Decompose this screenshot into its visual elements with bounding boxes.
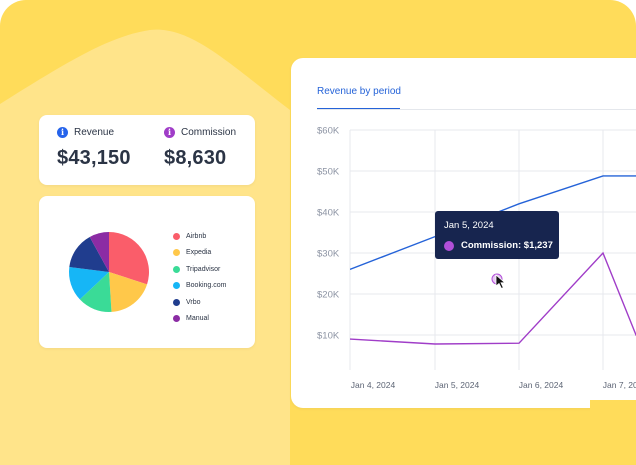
channel-pie-chart [69, 232, 149, 312]
x-tick-label: Jan 6, 2024 [519, 380, 564, 390]
legend-label: Tripadvisor [186, 265, 221, 273]
x-tick-label: Jan 7, 2024 [603, 380, 636, 390]
commission-label: Commission [181, 127, 237, 138]
stats-card: i Revenue $43,150 i Commission $8,630 [39, 115, 255, 185]
legend-dot-icon [173, 282, 180, 290]
y-tick-label: $40K [317, 208, 340, 219]
y-tick-label: $30K [317, 249, 340, 260]
tab-divider [317, 109, 636, 110]
info-icon: i [57, 127, 68, 138]
pie-slice-manual[interactable] [89, 232, 109, 272]
pie-slice-airbnb[interactable] [109, 232, 149, 285]
legend-item: Airbnb [173, 228, 226, 245]
commission-stat: i Commission $8,630 [164, 127, 236, 170]
legend-label: Expedia [186, 249, 212, 257]
commission-value: $8,630 [164, 147, 227, 169]
pie-slice-expedia[interactable] [109, 272, 148, 312]
pie-legend: Airbnb Expedia Tripadvisor Booking.com Vrbo M… [173, 228, 226, 327]
tab-revenue-by-period[interactable]: Revenue by period [317, 86, 401, 97]
legend-label: Booking.com [186, 282, 227, 290]
legend-dot-icon [173, 265, 180, 273]
revenue-chart-card: Revenue by period $60K $50K $40K $30K $20K $1… [291, 58, 636, 408]
revenue-label: Revenue [74, 127, 115, 138]
corner-accent [590, 400, 636, 465]
revenue-series-line [350, 175, 636, 271]
legend-label: Airbnb [186, 232, 207, 240]
info-icon: i [164, 127, 175, 138]
legend-item: Manual [173, 311, 226, 328]
mouse-cursor-icon [495, 274, 507, 290]
tooltip-date: Jan 5, 2024 [444, 220, 494, 231]
x-tick-label: Jan 5, 2024 [435, 380, 480, 390]
legend-item: Expedia [173, 245, 226, 262]
legend-dot-icon [173, 249, 180, 257]
revenue-value: $43,150 [57, 147, 131, 169]
revenue-stat: i Revenue $43,150 [57, 127, 131, 170]
legend-dot-icon [173, 298, 180, 306]
pie-slice-tripadvisor[interactable] [79, 272, 112, 312]
legend-item: Tripadvisor [173, 261, 226, 278]
legend-dot-icon [173, 315, 180, 323]
legend-item: Vrbo [173, 294, 226, 311]
pie-slice-vrbo[interactable] [69, 236, 109, 272]
y-tick-label: $50K [317, 167, 340, 178]
commission-series-line [350, 251, 636, 345]
y-tick-label: $20K [317, 290, 340, 301]
x-tick-label: Jan 4, 2024 [351, 380, 396, 390]
legend-label: Vrbo [186, 298, 201, 306]
y-tick-label: $60K [317, 126, 340, 137]
channel-pie-card: Airbnb Expedia Tripadvisor Booking.com Vrbo M… [39, 196, 255, 348]
pie-slice-booking-com[interactable] [69, 266, 109, 300]
legend-item: Booking.com [173, 278, 226, 295]
commission-dot-icon [444, 240, 454, 251]
chart-tooltip: Jan 5, 2024 Commission: $1,237 [435, 211, 559, 259]
tooltip-value: Commission: $1,237 [461, 240, 553, 251]
legend-dot-icon [173, 232, 180, 240]
legend-label: Manual [186, 315, 209, 323]
y-tick-label: $10K [317, 331, 340, 342]
